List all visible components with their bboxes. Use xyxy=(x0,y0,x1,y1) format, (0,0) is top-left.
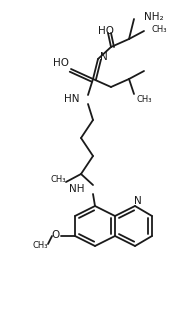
Text: CH₃: CH₃ xyxy=(152,24,168,33)
Text: HN: HN xyxy=(64,94,80,104)
Text: NH: NH xyxy=(70,184,85,194)
Text: N: N xyxy=(100,52,108,62)
Text: CH₃: CH₃ xyxy=(50,176,66,185)
Text: O: O xyxy=(52,230,60,240)
Text: HO: HO xyxy=(98,26,114,36)
Text: CH₃: CH₃ xyxy=(32,241,48,251)
Text: N: N xyxy=(134,196,142,206)
Text: CH₃: CH₃ xyxy=(137,95,152,103)
Text: NH₂: NH₂ xyxy=(144,12,164,22)
Text: HO: HO xyxy=(53,58,69,68)
